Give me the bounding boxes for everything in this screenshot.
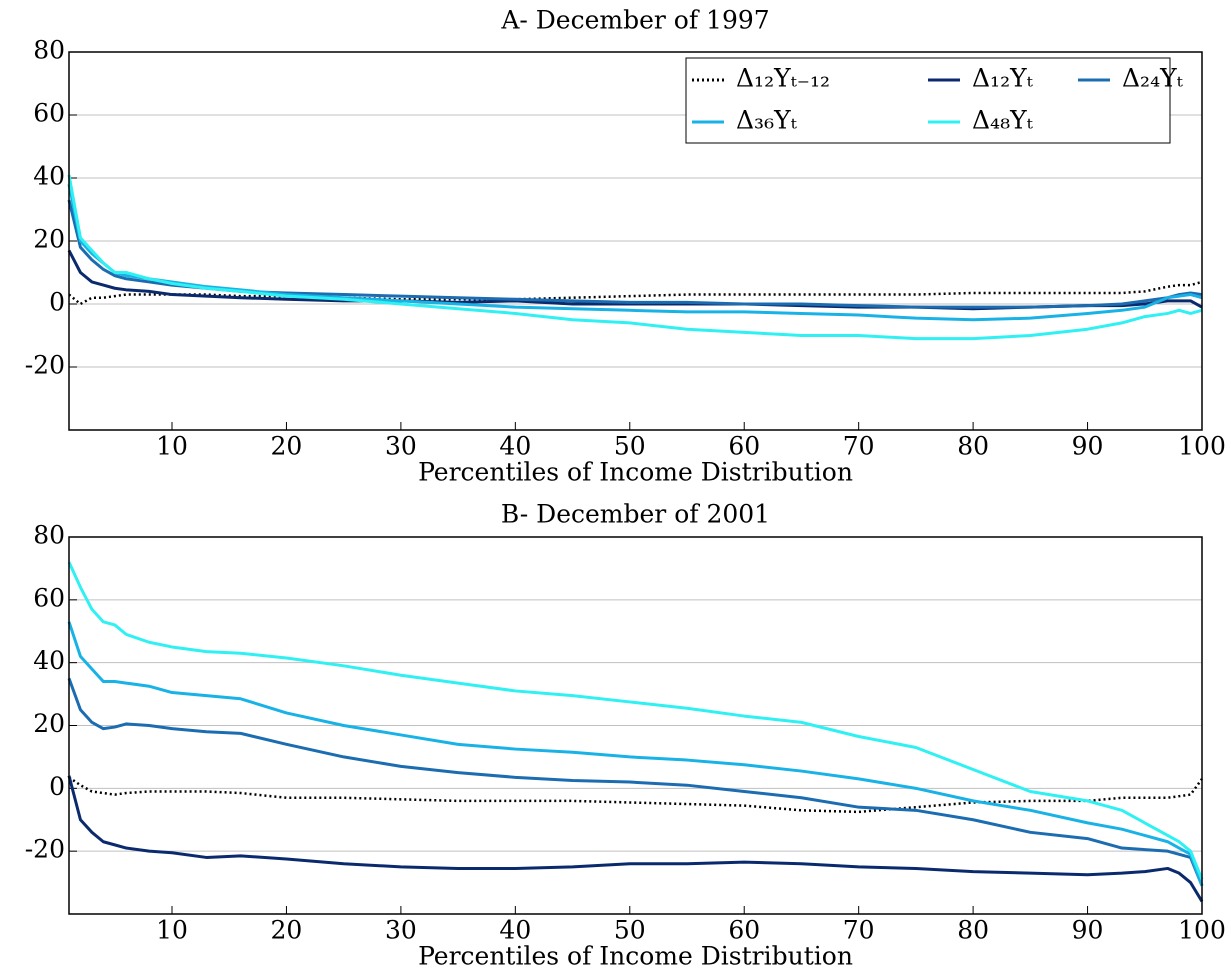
- data-line: [67, 184, 1203, 322]
- y-tick-label: 40: [33, 162, 65, 191]
- x-tick-label: 70: [843, 432, 875, 461]
- x-tick-label: 20: [271, 432, 303, 461]
- y-tick-label: 20: [33, 225, 65, 254]
- x-tick-label: 50: [614, 432, 646, 461]
- y-tick-label: 80: [33, 36, 65, 65]
- x-tick-label: 10: [156, 432, 188, 461]
- data-line: [68, 776, 1204, 814]
- y-tick-label: 60: [33, 583, 65, 612]
- y-tick-label: 80: [33, 521, 65, 550]
- x-axis-label: Percentiles of Income Distribution: [418, 942, 853, 971]
- chart-title: B- December of 2001: [501, 500, 770, 529]
- data-line: [67, 621, 1204, 887]
- legend-label: Δ₂₄Yₜ: [1122, 64, 1184, 93]
- x-tick-label: 50: [614, 916, 646, 945]
- x-tick-label: 10: [156, 916, 188, 945]
- data-line: [67, 249, 1203, 311]
- chart-title: A- December of 1997: [500, 6, 769, 35]
- legend-label: Δ₁₂Yₜ₋₁₂: [736, 64, 830, 93]
- x-tick-label: 90: [1072, 432, 1104, 461]
- data-line: [67, 174, 1203, 341]
- x-tick-label: 90: [1072, 916, 1104, 945]
- legend-label: Δ₄₈Yₜ: [972, 106, 1034, 135]
- y-tick-label: 20: [33, 709, 65, 738]
- x-tick-label: 80: [957, 916, 989, 945]
- x-tick-label: 30: [385, 916, 417, 945]
- legend-label: Δ₁₂Yₜ: [972, 64, 1034, 93]
- x-tick-label: 30: [385, 432, 417, 461]
- legend-label: Δ₃₆Yₜ: [736, 106, 798, 135]
- data-line: [67, 199, 1203, 309]
- legend-box: [685, 57, 1171, 144]
- y-tick-label: 0: [49, 288, 65, 317]
- x-tick-label: 60: [728, 432, 760, 461]
- y-tick-label: 40: [33, 646, 65, 675]
- y-tick-label: 0: [49, 772, 65, 801]
- data-line: [68, 280, 1203, 306]
- y-tick-label: -20: [25, 835, 65, 864]
- x-tick-label: 40: [499, 916, 531, 945]
- plot-frame: [68, 51, 1203, 431]
- x-tick-label: 100: [1178, 432, 1226, 461]
- plot-frame: [68, 536, 1203, 915]
- data-line: [67, 775, 1204, 903]
- data-line: [67, 561, 1204, 881]
- data-line: [67, 677, 1204, 887]
- x-tick-label: 20: [271, 916, 303, 945]
- x-tick-label: 80: [957, 432, 989, 461]
- x-axis-label: Percentiles of Income Distribution: [418, 458, 853, 487]
- x-tick-label: 40: [499, 432, 531, 461]
- y-tick-label: -20: [25, 351, 65, 380]
- x-tick-label: 70: [843, 916, 875, 945]
- y-tick-label: 60: [33, 99, 65, 128]
- x-tick-label: 100: [1178, 916, 1226, 945]
- x-tick-label: 60: [728, 916, 760, 945]
